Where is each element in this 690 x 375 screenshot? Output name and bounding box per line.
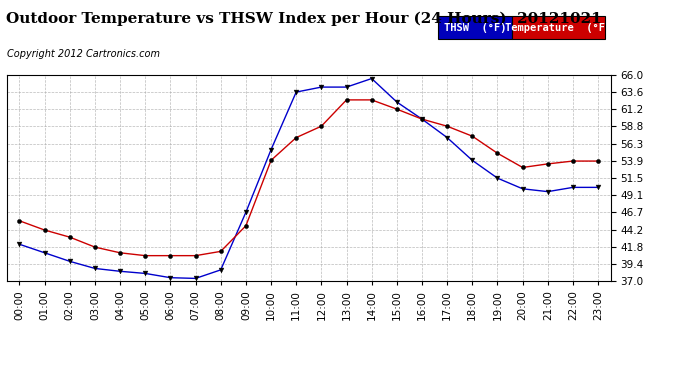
Text: THSW  (°F): THSW (°F) [444, 23, 506, 33]
Text: Outdoor Temperature vs THSW Index per Hour (24 Hours)  20121021: Outdoor Temperature vs THSW Index per Ho… [6, 11, 602, 26]
Text: Temperature  (°F): Temperature (°F) [506, 23, 611, 33]
Text: Copyright 2012 Cartronics.com: Copyright 2012 Cartronics.com [7, 49, 160, 59]
